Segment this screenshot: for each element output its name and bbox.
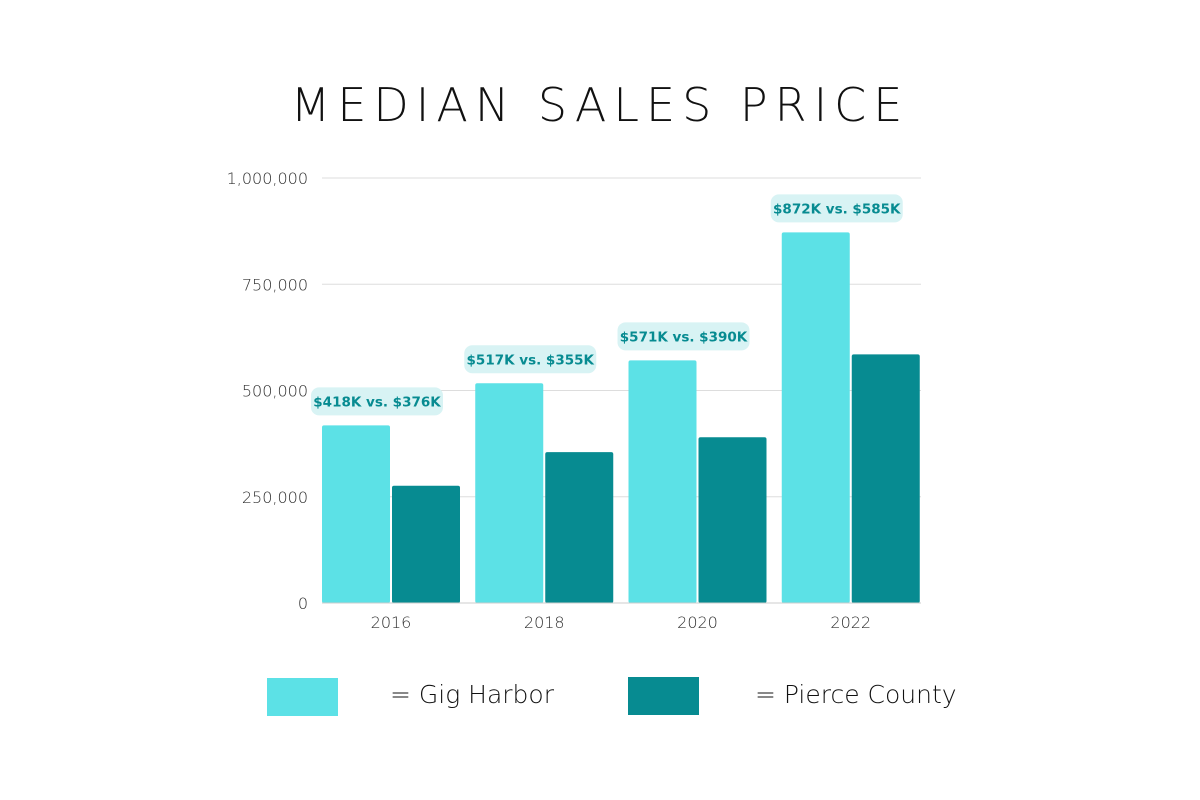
bar-pierce-county [545,452,614,603]
y-tick-label: 1,000,000 [227,169,308,188]
y-tick-label: 750,000 [242,275,308,294]
legend-swatch-gig-harbor [267,678,338,716]
legend-label-pierce-county: = Pierce County [755,680,957,709]
chart-title: MEDIAN SALES PRICE [290,78,910,132]
data-label: $872K vs. $585K [773,201,901,217]
legend-swatch-pierce-county [628,677,699,715]
bar-gig-harbor [322,425,390,603]
bar-gig-harbor [628,360,697,603]
bar-pierce-county [851,354,920,603]
data-label: $517K vs. $355K [467,352,595,368]
x-tick-label: 2020 [677,613,718,632]
data-label: $418K vs. $376K [313,394,441,410]
data-label-background [770,194,903,223]
legend-label-gig-harbor: = Gig Harbor [390,680,555,709]
bar-gig-harbor [781,232,850,603]
bar-pierce-county [392,485,460,603]
x-tick-label: 2016 [371,613,412,632]
y-tick-label: 0 [298,594,308,613]
data-label-background [617,322,750,351]
y-tick-label: 500,000 [242,382,308,401]
y-tick-label: 250,000 [242,488,308,507]
bar-pierce-county [698,437,767,603]
x-tick-label: 2022 [830,613,871,632]
data-label-background [464,345,597,374]
x-tick-label: 2018 [524,613,565,632]
data-label-background [311,387,443,416]
bar-gig-harbor [475,383,544,603]
data-label: $571K vs. $390K [620,329,748,345]
